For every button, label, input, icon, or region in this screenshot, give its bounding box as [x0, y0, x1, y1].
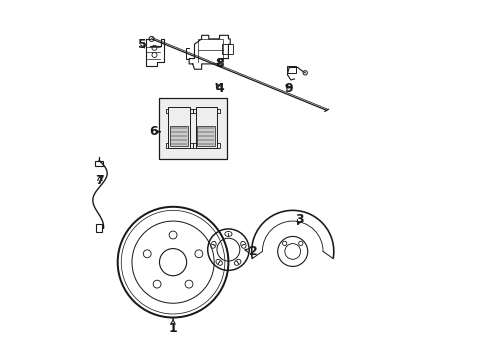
Text: 3: 3 [295, 213, 304, 226]
Text: 5: 5 [138, 38, 147, 51]
Text: 7: 7 [95, 174, 104, 186]
Bar [197, 126, 215, 146]
Bar [170, 126, 188, 146]
Bar [159, 98, 226, 158]
Bar [222, 44, 232, 54]
Bar [95, 161, 103, 166]
Text: 4: 4 [215, 82, 224, 95]
Bar [287, 66, 296, 73]
Text: 6: 6 [149, 125, 160, 138]
Bar [195, 107, 217, 148]
Text: 9: 9 [284, 82, 293, 95]
Bar [96, 224, 102, 232]
Text: 2: 2 [244, 245, 257, 258]
Bar [168, 107, 189, 148]
Text: 8: 8 [215, 57, 224, 71]
Text: 1: 1 [168, 319, 177, 335]
